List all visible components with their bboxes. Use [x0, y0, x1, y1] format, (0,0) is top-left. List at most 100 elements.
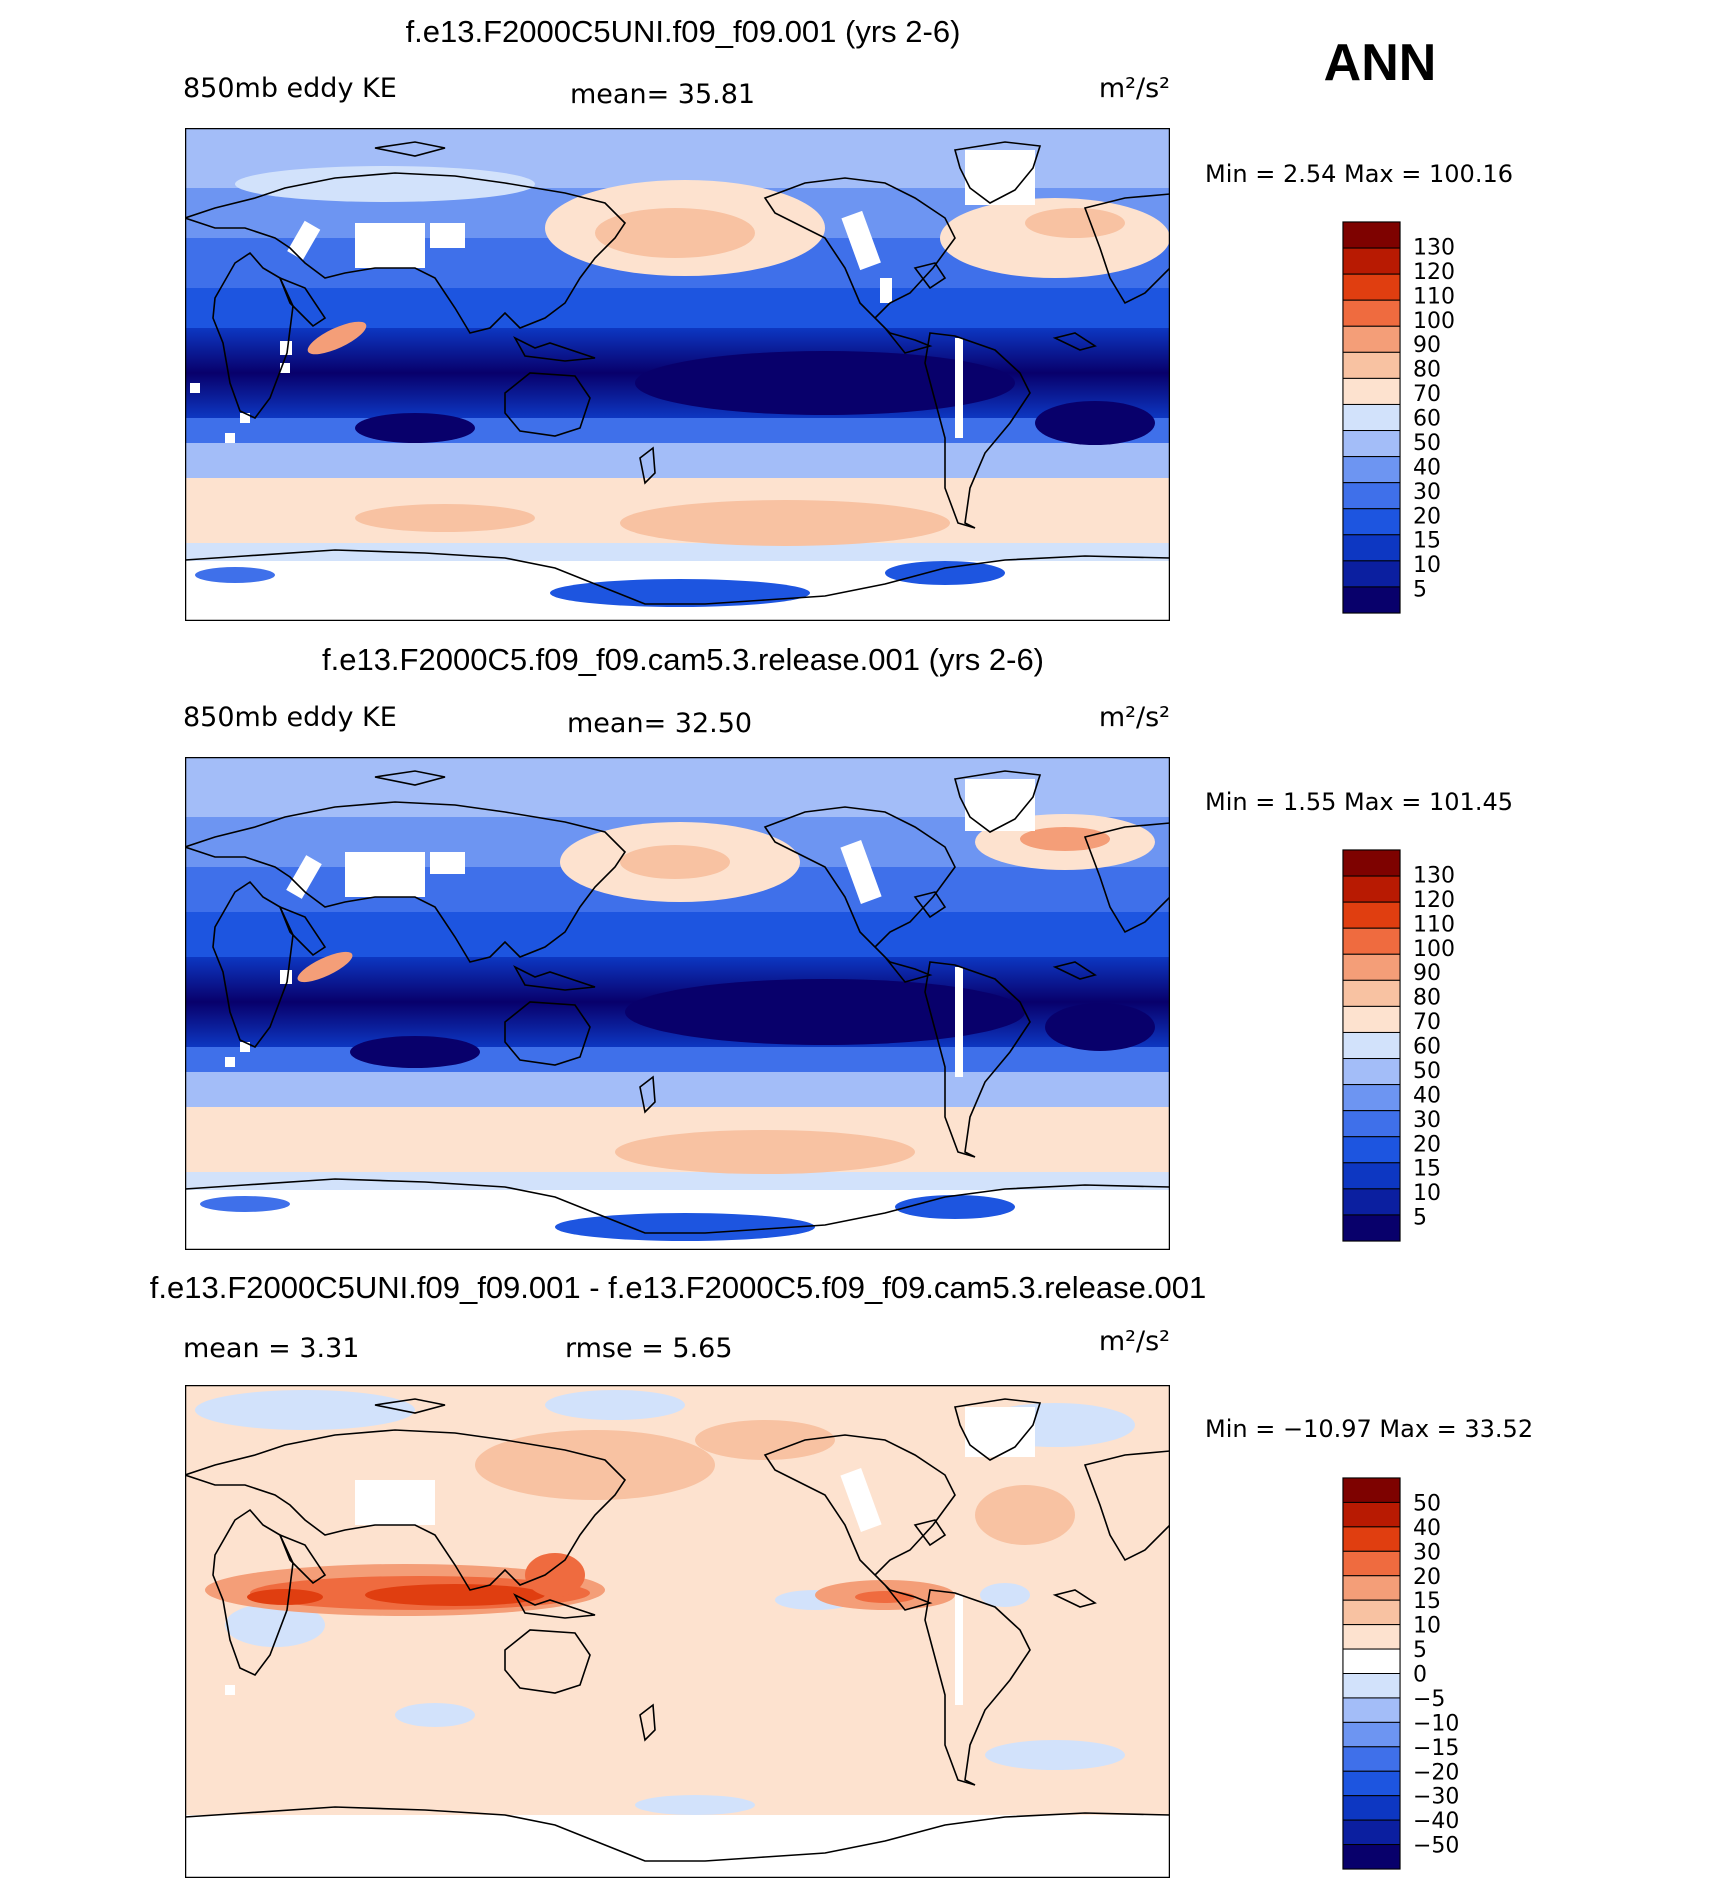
colorbar-swatch — [1342, 456, 1401, 484]
colorbar-level-label: 30 — [1413, 1108, 1441, 1133]
colorbar-level-label: 110 — [1413, 284, 1455, 309]
panel-1-variable-label: 850mb eddy KE — [183, 73, 397, 104]
colorbar-level-label: 10 — [1413, 1181, 1441, 1206]
colorbar-swatch — [1342, 1188, 1401, 1216]
colorbar-level-label: 130 — [1413, 863, 1455, 888]
colorbar-level-label: 80 — [1413, 986, 1441, 1011]
colorbar-swatch — [1342, 273, 1401, 301]
colorbar-level-label: 50 — [1413, 431, 1441, 456]
colorbar-level-label: 40 — [1413, 455, 1441, 480]
panel-1-mean: mean= 35.81 — [570, 79, 755, 110]
colorbar-level-label: 15 — [1413, 529, 1441, 554]
colorbar-swatch — [1342, 586, 1401, 614]
panel-2-field — [185, 757, 1170, 1250]
panel-3-rmse: rmse = 5.65 — [565, 1333, 733, 1364]
colorbar-level-label: 20 — [1413, 1132, 1441, 1157]
colorbar-level-label: 80 — [1413, 358, 1441, 383]
panel-3-map — [185, 1385, 1170, 1878]
colorbar-swatch — [1342, 508, 1401, 536]
colorbar-swatch — [1342, 377, 1401, 405]
colorbar-swatch — [1342, 901, 1401, 929]
colorbar-level-label: 120 — [1413, 260, 1455, 285]
colorbar-swatch — [1342, 1624, 1401, 1650]
panel-3-mean: mean = 3.31 — [183, 1333, 359, 1364]
colorbar-swatch — [1342, 1058, 1401, 1086]
colorbar-swatch — [1342, 1005, 1401, 1033]
colorbar-swatch — [1342, 1526, 1401, 1552]
colorbar-level-label: 100 — [1413, 937, 1455, 962]
colorbar-swatch — [1342, 534, 1401, 562]
colorbar-swatch — [1342, 927, 1401, 955]
panel-1-minmax: Min = 2.54 Max = 100.16 — [1205, 160, 1513, 188]
colorbar-level-label: 30 — [1413, 480, 1441, 505]
colorbar-swatch — [1342, 1575, 1401, 1601]
panel-3: f.e13.F2000C5UNI.f09_f09.001 - f.e13.F20… — [150, 1270, 1533, 1878]
panel-2-mean: mean= 32.50 — [567, 708, 752, 739]
panel-2-units: m²/s² — [1099, 702, 1170, 733]
panel-1-units: m²/s² — [1099, 73, 1170, 104]
colorbar-swatch — [1342, 1648, 1401, 1674]
colorbar-swatch — [1342, 247, 1401, 275]
panel-3-field — [185, 1385, 1170, 1878]
panel-1-coastlines — [185, 141, 1170, 605]
colorbar-swatch — [1342, 1697, 1401, 1723]
colorbar-swatch — [1342, 1844, 1401, 1870]
colorbar-swatch — [1342, 1084, 1401, 1112]
colorbar-swatch — [1342, 430, 1401, 458]
colorbar-swatch — [1342, 1162, 1401, 1190]
panel-3-units: m²/s² — [1099, 1326, 1170, 1357]
colorbar-level-label: 10 — [1413, 1614, 1441, 1639]
colorbar-swatch — [1342, 849, 1401, 877]
panel-1-map — [185, 128, 1170, 621]
colorbar-level-label: 15 — [1413, 1589, 1441, 1614]
colorbar-level-label: 20 — [1413, 504, 1441, 529]
panel-3-title: f.e13.F2000C5UNI.f09_f09.001 - f.e13.F20… — [150, 1270, 1206, 1305]
panel-3-minmax: Min = −10.97 Max = 33.52 — [1205, 1415, 1533, 1443]
colorbar-level-label: 5 — [1413, 1638, 1427, 1663]
colorbar-swatch — [1342, 1599, 1401, 1626]
colorbar-swatch — [1342, 299, 1401, 327]
panel-2-minmax: Min = 1.55 Max = 101.45 — [1205, 788, 1513, 816]
colorbar-level-label: 100 — [1413, 309, 1455, 334]
colorbar-swatch — [1342, 1721, 1401, 1748]
colorbar-level-label: 0 — [1413, 1663, 1427, 1688]
colorbar-level-label: 90 — [1413, 333, 1441, 358]
colorbar-level-label: 110 — [1413, 912, 1455, 937]
colorbar-swatch — [1342, 1673, 1401, 1699]
colorbar-swatch — [1342, 221, 1401, 249]
colorbar-swatch — [1342, 1501, 1401, 1528]
colorbar-level-label: 30 — [1413, 1540, 1441, 1565]
panel-1-title: f.e13.F2000C5UNI.f09_f09.001 (yrs 2-6) — [406, 14, 961, 49]
season-label: ANN — [1324, 34, 1437, 92]
colorbar-swatch — [1342, 1819, 1401, 1846]
colorbar-level-label: 50 — [1413, 1059, 1441, 1084]
colorbar-swatch — [1342, 875, 1401, 903]
colorbar-swatch — [1342, 1746, 1401, 1772]
colorbar-swatch — [1342, 482, 1401, 510]
colorbar-level-label: 70 — [1413, 1010, 1441, 1035]
colorbar-swatch — [1342, 1550, 1401, 1577]
panel-1: f.e13.F2000C5UNI.f09_f09.001 (yrs 2-6) 8… — [183, 14, 1513, 621]
panel-1-field — [185, 128, 1170, 621]
colorbar-swatch — [1342, 560, 1401, 588]
colorbar-level-label: 5 — [1413, 578, 1427, 603]
colorbar-level-label: 10 — [1413, 553, 1441, 578]
colorbar-swatch — [1342, 1795, 1401, 1821]
colorbar-level-label: 20 — [1413, 1565, 1441, 1590]
colorbar-swatch — [1342, 1136, 1401, 1164]
colorbar-level-label: 90 — [1413, 961, 1441, 986]
colorbar-level-label: −30 — [1413, 1785, 1459, 1810]
panel-3-coastlines — [185, 1398, 1170, 1862]
colorbar-swatch — [1342, 351, 1401, 379]
colorbar-level-label: −50 — [1413, 1834, 1459, 1859]
colorbar-swatch — [1342, 953, 1401, 981]
colorbar-level-label: 15 — [1413, 1157, 1441, 1182]
colorbar-swatch — [1342, 1214, 1401, 1242]
colorbar-level-label: 60 — [1413, 407, 1441, 432]
colorbar-level-label: 40 — [1413, 1516, 1441, 1541]
colorbar-swatch — [1342, 1110, 1401, 1138]
